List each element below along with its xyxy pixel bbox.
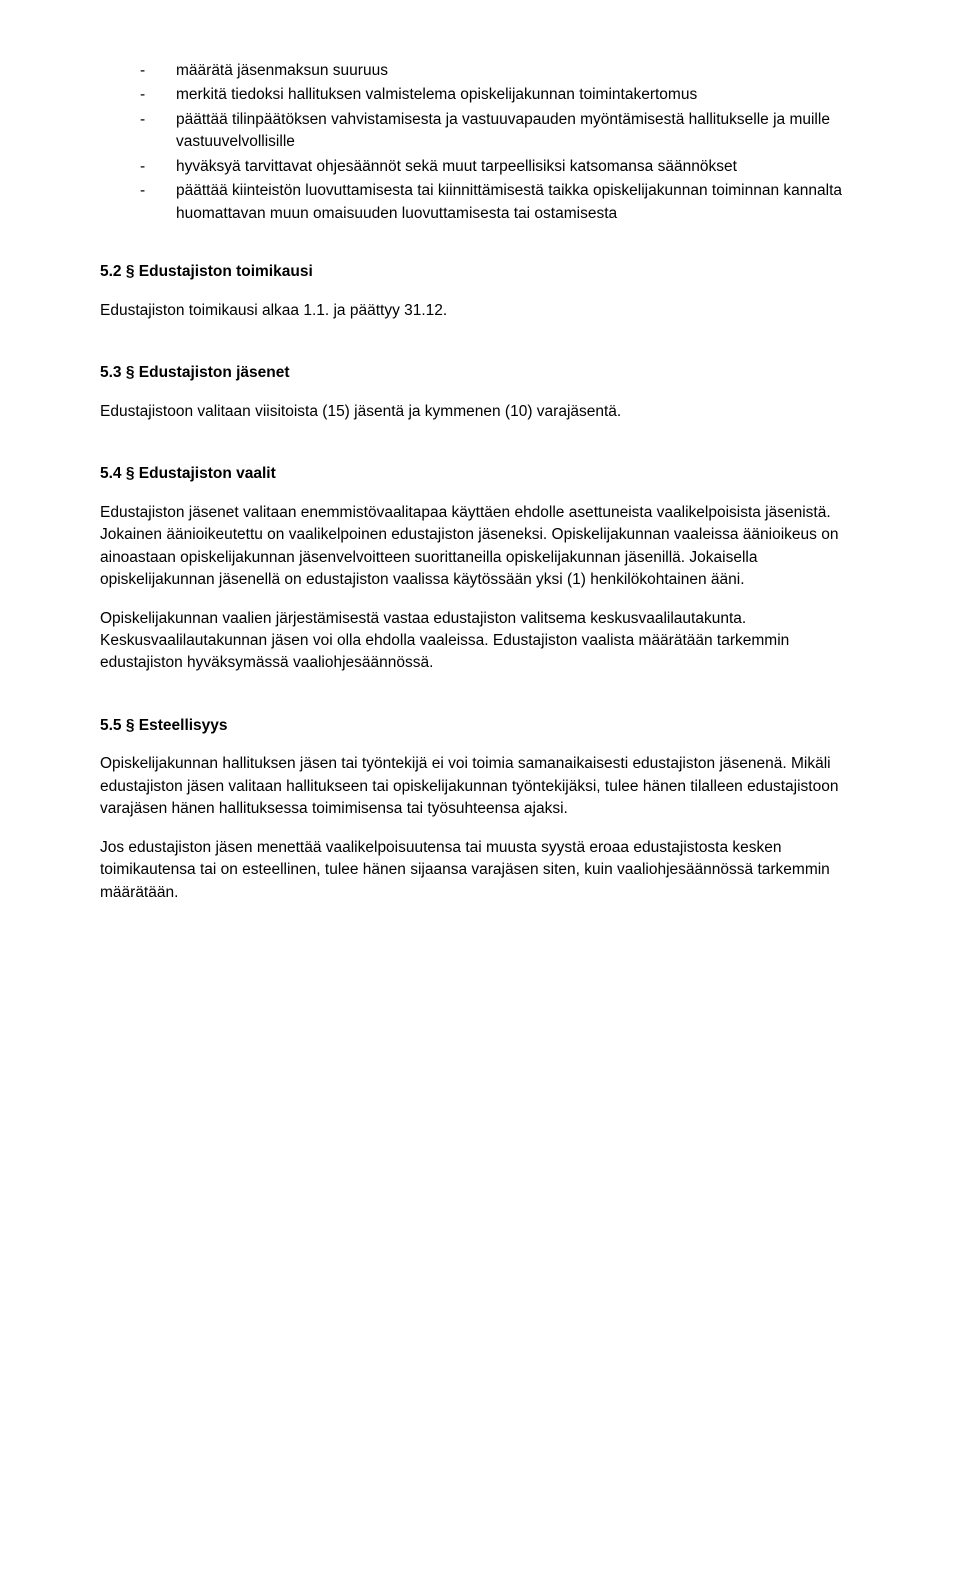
list-item: määrätä jäsenmaksun suuruus: [140, 60, 860, 82]
section-5-4: 5.4 § Edustajiston vaalit Edustajiston j…: [100, 463, 860, 675]
list-item: päättää kiinteistön luovuttamisesta tai …: [140, 180, 860, 225]
paragraph: Edustajiston jäsenet valitaan enemmistöv…: [100, 502, 860, 592]
list-item: merkitä tiedoksi hallituksen valmistelem…: [140, 84, 860, 106]
paragraph: Opiskelijakunnan hallituksen jäsen tai t…: [100, 753, 860, 820]
section-heading: 5.3 § Edustajiston jäsenet: [100, 362, 860, 384]
paragraph: Jos edustajiston jäsen menettää vaalikel…: [100, 837, 860, 904]
section-5-3: 5.3 § Edustajiston jäsenet Edustajistoon…: [100, 362, 860, 423]
paragraph: Edustajistoon valitaan viisitoista (15) …: [100, 401, 860, 423]
section-5-2: 5.2 § Edustajiston toimikausi Edustajist…: [100, 261, 860, 322]
list-item: hyväksyä tarvittavat ohjesäännöt sekä mu…: [140, 156, 860, 178]
paragraph: Edustajiston toimikausi alkaa 1.1. ja pä…: [100, 300, 860, 322]
list-item: päättää tilinpäätöksen vahvistamisesta j…: [140, 109, 860, 154]
bullet-list: määrätä jäsenmaksun suuruus merkitä tied…: [100, 60, 860, 225]
section-5-5: 5.5 § Esteellisyys Opiskelijakunnan hall…: [100, 715, 860, 904]
paragraph: Opiskelijakunnan vaalien järjestämisestä…: [100, 608, 860, 675]
section-heading: 5.4 § Edustajiston vaalit: [100, 463, 860, 485]
section-heading: 5.2 § Edustajiston toimikausi: [100, 261, 860, 283]
section-heading: 5.5 § Esteellisyys: [100, 715, 860, 737]
